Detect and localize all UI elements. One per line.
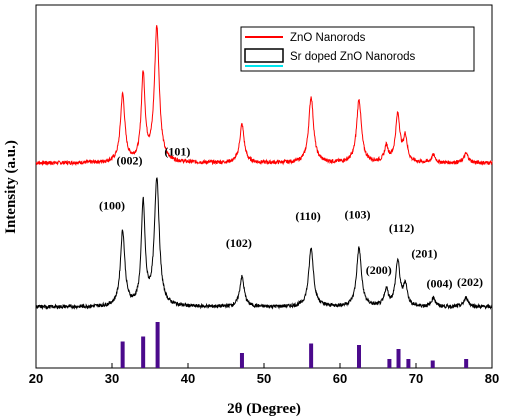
x-tick-label: 70 [409, 371, 423, 386]
x-tick-label: 40 [181, 371, 195, 386]
reference-stick [309, 343, 314, 368]
reference-stick [239, 353, 244, 368]
peak-label: (101) [164, 145, 190, 159]
peak-label: (004) [427, 277, 453, 291]
x-ticks: 20 30 40 50 60 70 80 [29, 363, 499, 386]
series-line [35, 25, 493, 167]
peak-label: (103) [344, 208, 370, 222]
x-tick-label: 60 [333, 371, 347, 386]
x-tick-label: 80 [485, 371, 499, 386]
peak-label: (110) [295, 209, 320, 223]
reference-stick [155, 322, 160, 368]
series-line [35, 177, 493, 311]
peak-label: (201) [411, 247, 437, 261]
reference-stick [406, 359, 411, 368]
y-axis-label: Intensity (a.u.) [3, 140, 19, 234]
legend-swatch-sr-doped [244, 48, 284, 63]
reference-stick [396, 349, 401, 368]
x-axis-label: 2θ (Degree) [227, 401, 301, 417]
reference-stick [141, 336, 146, 368]
peak-label: (100) [99, 199, 125, 213]
peak-label: (200) [366, 263, 392, 277]
reference-stick [464, 359, 469, 368]
reference-stick [120, 341, 125, 368]
legend: ZnO Nanorods Sr doped ZnO Nanorods [240, 26, 475, 72]
legend-label-zno: ZnO Nanorods [290, 32, 366, 44]
x-tick-label: 30 [105, 371, 119, 386]
reference-stick [357, 345, 361, 368]
legend-box [240, 26, 475, 72]
reference-sticks [120, 322, 469, 368]
peak-annotations: (100) (002) (101) (102) (110) (103) (200) (112)… [99, 145, 483, 291]
x-tick-label: 50 [257, 371, 271, 386]
x-tick-label: 20 [29, 371, 43, 386]
reference-stick [430, 360, 435, 368]
legend-label-sr-doped: Sr doped ZnO Nanorods [290, 51, 416, 63]
peak-label: (102) [226, 236, 252, 250]
series-layer [35, 25, 493, 311]
peak-label: (202) [457, 275, 483, 289]
reference-stick [387, 359, 392, 368]
peak-label: (002) [116, 154, 142, 168]
peak-label: (112) [389, 221, 414, 235]
